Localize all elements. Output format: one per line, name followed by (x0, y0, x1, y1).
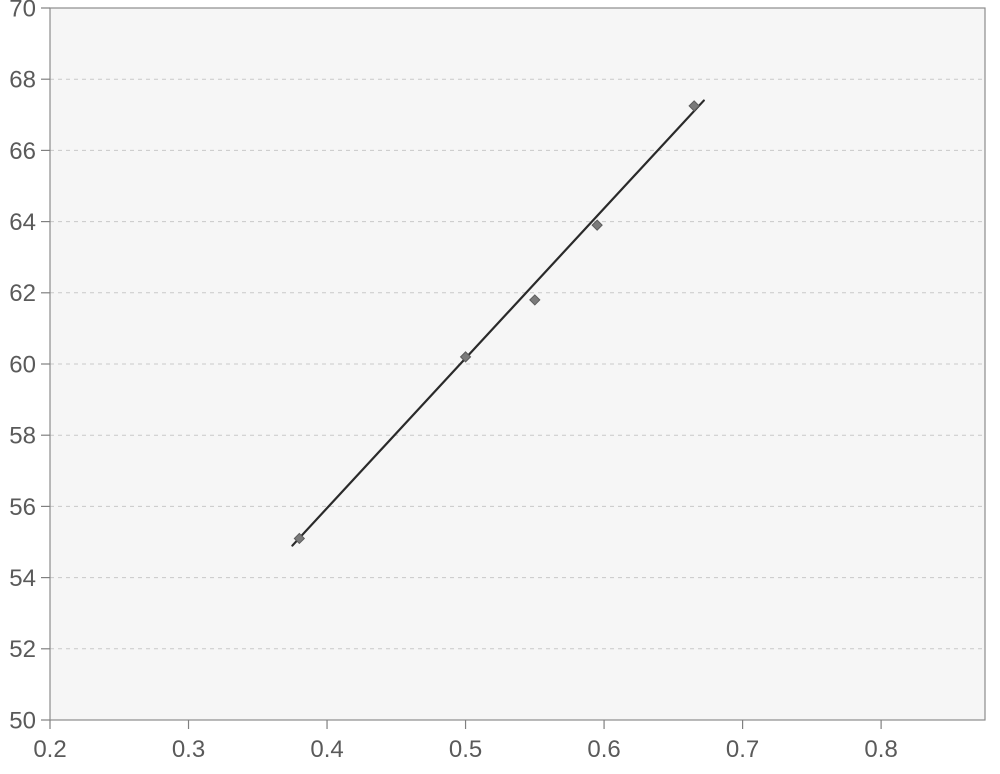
x-tick-label: 0.4 (310, 736, 343, 763)
y-tick-label: 54 (9, 565, 36, 592)
x-tick-label: 0.8 (864, 736, 897, 763)
y-tick-label: 60 (9, 351, 36, 378)
y-tick-label: 56 (9, 494, 36, 521)
chart-container: 0.2 0.3 0.4 0.5 0.6 0.7 0.8 50 52 54 56 58 60 62 64 66 6… (0, 0, 1000, 774)
scatter-chart: 0.2 0.3 0.4 0.5 0.6 0.7 0.8 50 52 54 56 58 60 62 64 66 6… (0, 0, 1000, 774)
y-tick-label: 52 (9, 636, 36, 663)
x-tick-label: 0.6 (587, 736, 620, 763)
y-tick-label: 58 (9, 423, 36, 450)
y-tick-label: 64 (9, 209, 36, 236)
y-tick-label: 50 (9, 707, 36, 734)
y-tick-label: 70 (9, 0, 36, 22)
x-tick-label: 0.3 (172, 736, 205, 763)
x-tick-label: 0.5 (449, 736, 482, 763)
x-tick-label: 0.7 (726, 736, 759, 763)
y-tick-label: 66 (9, 138, 36, 165)
y-tick-label: 68 (9, 67, 36, 94)
x-tick-label: 0.2 (33, 736, 66, 763)
y-tick-label: 62 (9, 280, 36, 307)
